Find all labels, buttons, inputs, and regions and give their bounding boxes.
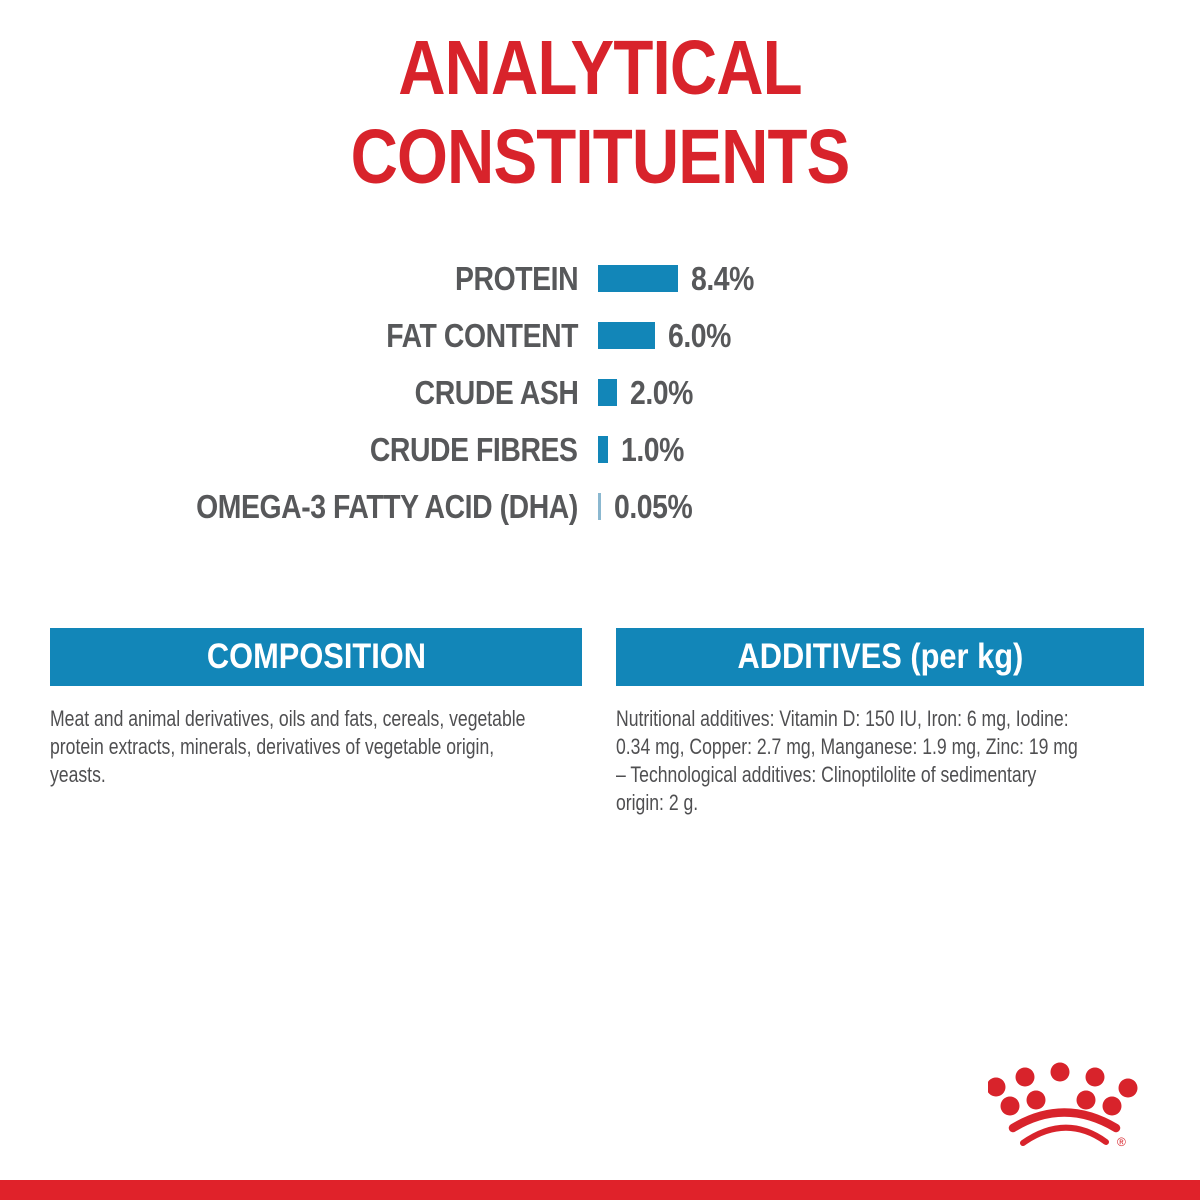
crown-dot bbox=[1085, 1067, 1105, 1087]
chart-bar bbox=[598, 322, 655, 349]
crown-dot bbox=[1026, 1090, 1046, 1110]
composition-header: COMPOSITION bbox=[50, 628, 582, 686]
crown-dot bbox=[1050, 1062, 1070, 1082]
crown-dot bbox=[988, 1077, 1006, 1097]
chart-row: CRUDE FIBRES 1.0% bbox=[0, 421, 1200, 478]
composition-header-label: COMPOSITION bbox=[206, 637, 426, 676]
crown-dot bbox=[1015, 1067, 1035, 1087]
composition-body: Meat and animal derivatives, oils and fa… bbox=[50, 705, 582, 789]
additives-section: ADDITIVES (per kg) Nutritional additives… bbox=[616, 628, 1144, 817]
chart-bar-area: 6.0% bbox=[598, 317, 741, 355]
crown-dot bbox=[1000, 1096, 1020, 1116]
chart-bar-area: 8.4% bbox=[598, 260, 764, 298]
page-title: ANALYTICAL CONSTITUENTS bbox=[0, 24, 1200, 202]
body-text-line: origin: 2 g. bbox=[616, 790, 699, 815]
chart-bar bbox=[598, 493, 601, 520]
body-text-line: protein extracts, minerals, derivatives … bbox=[50, 734, 495, 759]
title-line-1: ANALYTICAL bbox=[398, 25, 802, 111]
body-text-line: Nutritional additives: Vitamin D: 150 IU… bbox=[616, 706, 1069, 731]
composition-section: COMPOSITION Meat and animal derivatives,… bbox=[50, 628, 582, 789]
crown-band-lower bbox=[1020, 1124, 1109, 1146]
body-text-line: Meat and animal derivatives, oils and fa… bbox=[50, 706, 526, 731]
body-text-line: 0.34 mg, Copper: 2.7 mg, Manganese: 1.9 … bbox=[616, 734, 1078, 759]
chart-row-label: CRUDE ASH bbox=[414, 373, 578, 411]
chart-row-value: 2.0% bbox=[630, 373, 693, 411]
chart-row: OMEGA-3 FATTY ACID (DHA) 0.05% bbox=[0, 478, 1200, 535]
chart-bar bbox=[598, 379, 617, 406]
chart-row-label: PROTEIN bbox=[454, 259, 579, 297]
additives-header-label: ADDITIVES (per kg) bbox=[737, 637, 1023, 676]
chart-bar-area: 2.0% bbox=[598, 374, 703, 412]
chart-row-label: FAT CONTENT bbox=[386, 316, 578, 354]
chart-bar-area: 0.05% bbox=[598, 488, 705, 526]
chart-bar-area: 1.0% bbox=[598, 431, 694, 469]
chart-row-value: 0.05% bbox=[614, 487, 693, 525]
additives-header: ADDITIVES (per kg) bbox=[616, 628, 1144, 686]
chart-bar bbox=[598, 265, 678, 292]
additives-body: Nutritional additives: Vitamin D: 150 IU… bbox=[616, 705, 1144, 817]
chart-row-value: 8.4% bbox=[691, 259, 754, 297]
chart-row-value: 1.0% bbox=[621, 430, 684, 468]
body-text-line: yeasts. bbox=[50, 762, 106, 787]
royal-canin-crown-logo: ® bbox=[988, 1062, 1138, 1149]
title-line-2: CONSTITUENTS bbox=[350, 114, 851, 200]
registered-trademark-symbol: ® bbox=[1117, 1135, 1126, 1149]
chart-row: PROTEIN 8.4% bbox=[0, 250, 1200, 307]
chart-row-label: CRUDE FIBRES bbox=[370, 430, 578, 468]
chart-row: FAT CONTENT 6.0% bbox=[0, 307, 1200, 364]
crown-dot bbox=[1118, 1078, 1138, 1098]
crown-dot bbox=[1076, 1090, 1096, 1110]
bottom-red-stripe bbox=[0, 1180, 1200, 1200]
chart-bar bbox=[598, 436, 608, 463]
analytical-constituents-chart: PROTEIN 8.4% FAT CONTENT 6.0% CRUDE ASH … bbox=[0, 250, 1200, 535]
chart-row-label: OMEGA-3 FATTY ACID (DHA) bbox=[196, 487, 578, 525]
chart-row: CRUDE ASH 2.0% bbox=[0, 364, 1200, 421]
crown-band-upper bbox=[1008, 1108, 1121, 1133]
chart-row-value: 6.0% bbox=[668, 316, 731, 354]
body-text-line: – Technological additives: Clinoptilolit… bbox=[616, 762, 1037, 787]
crown-dot bbox=[1102, 1096, 1122, 1116]
